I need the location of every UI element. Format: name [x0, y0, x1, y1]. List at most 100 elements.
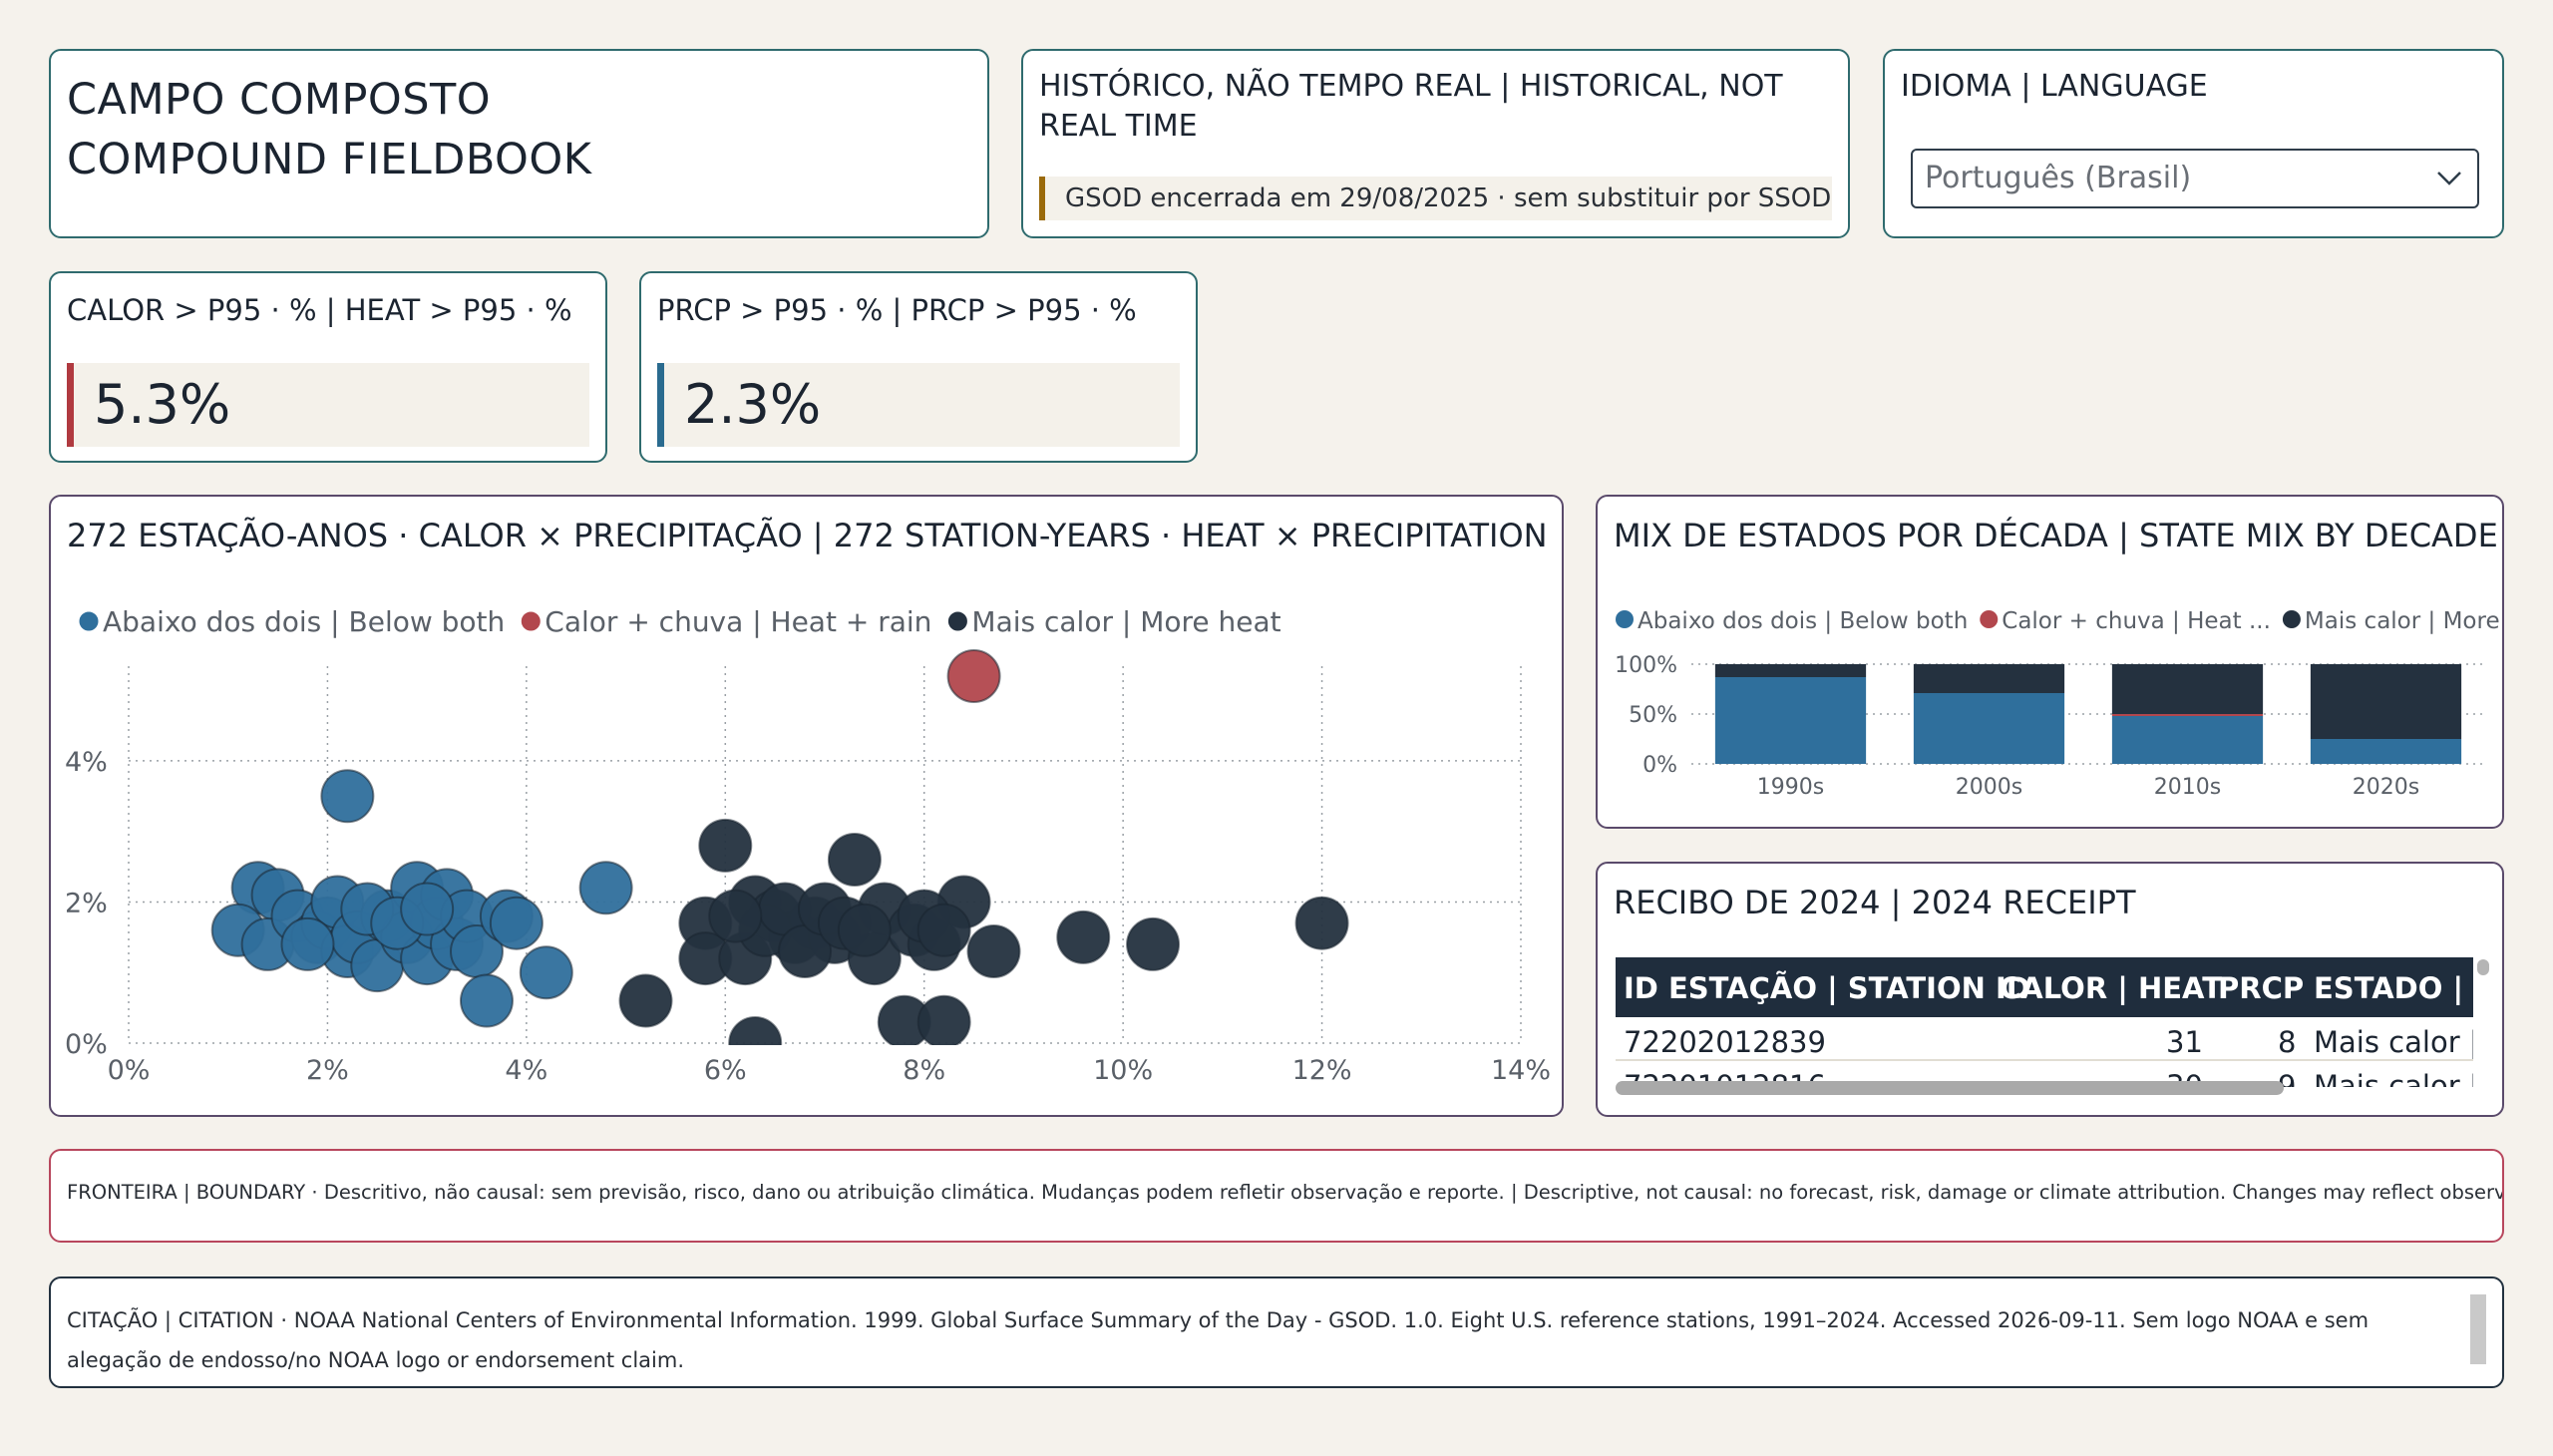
data-point — [578, 861, 633, 915]
data-point — [966, 924, 1021, 978]
data-point — [1056, 910, 1111, 964]
receipt-title: RECIBO DE 2024 | 2024 RECEIPT — [1614, 884, 2136, 921]
x-tick-label: 2010s — [2154, 775, 2221, 800]
legend-label: Abaixo dos dois | Below both — [1638, 608, 1968, 634]
cell-station-id: 72202012839 — [1624, 1025, 1826, 1059]
bar-segment — [1913, 664, 2065, 693]
mix-chart[interactable]: Abaixo dos dois | Below both Calor + chuv… — [1598, 497, 2502, 827]
data-point — [708, 889, 763, 943]
column-header-state[interactable]: ESTADO | STATE — [2314, 971, 2473, 1005]
boundary-text: FRONTEIRA | BOUNDARY · Descritivo, não c… — [67, 1181, 2504, 1204]
legend-label: Mais calor | More heat — [971, 605, 1280, 638]
data-point — [837, 903, 892, 957]
cell-state: Mais calor | More heat — [2314, 1025, 2473, 1059]
column-header-heat[interactable]: CALOR | HEAT — [2000, 971, 2222, 1005]
kpi-heat-value: 5.3% — [67, 363, 589, 447]
chevron-down-icon — [2437, 172, 2461, 185]
data-point — [459, 973, 514, 1028]
x-tick-label: 2000s — [1956, 775, 2022, 800]
y-tick-label: 4% — [65, 747, 108, 778]
x-tick-label: 4% — [505, 1055, 547, 1086]
page-title-line-2: COMPOUND FIELDBOOK — [67, 135, 592, 184]
boundary-card: FRONTEIRA | BOUNDARY · Descritivo, não c… — [49, 1149, 2504, 1243]
language-card: IDIOMA | LANGUAGE Português (Brasil) — [1883, 49, 2504, 238]
data-point — [728, 1016, 783, 1045]
receipt-table[interactable]: ID ESTAÇÃO | STATION ID CALOR | HEAT PRC… — [1616, 957, 2473, 1087]
legend-marker — [78, 610, 100, 632]
x-tick-label: 2020s — [2353, 775, 2419, 800]
x-tick-label: 14% — [1491, 1055, 1551, 1086]
kpi-heat-label: CALOR > P95 · % | HEAT > P95 · % — [67, 293, 572, 327]
data-point — [489, 896, 544, 950]
data-point — [1126, 916, 1181, 971]
citation-card: CITAÇÃO | CITATION · NOAA National Cente… — [49, 1276, 2504, 1388]
mix-chart-title: MIX DE ESTADOS POR DÉCADA | STATE MIX BY… — [1614, 517, 2498, 554]
column-header-station-id[interactable]: ID ESTAÇÃO | STATION ID — [1624, 971, 2030, 1005]
cell-heat: 31 — [2166, 1025, 2203, 1059]
x-tick-label: 12% — [1292, 1055, 1352, 1086]
vertical-scrollbar[interactable] — [2477, 959, 2489, 975]
language-select[interactable]: Português (Brasil) — [1911, 149, 2479, 208]
x-tick-label: 10% — [1093, 1055, 1153, 1086]
bar-segment — [1714, 677, 1867, 764]
legend-marker — [2282, 610, 2301, 628]
legend-label: Calor + chuva | Heat ... — [2002, 608, 2271, 634]
kpi-prcp-card: PRCP > P95 · % | PRCP > P95 · % 2.3% — [639, 271, 1198, 463]
legend-label: Calor + chuva | Heat + rain — [545, 605, 931, 638]
kpi-prcp-value: 2.3% — [657, 363, 1180, 447]
citation-text: CITAÇÃO | CITATION · NOAA National Cente… — [67, 1308, 2370, 1372]
bar-segment — [2111, 664, 2264, 714]
data-point — [618, 973, 673, 1028]
cell-state: Mais calor | More heat — [2314, 1069, 2473, 1087]
scatter-chart-title: 272 ESTAÇÃO-ANOS · CALOR × PRECIPITAÇÃO … — [67, 517, 1548, 554]
bar-segment — [2111, 716, 2264, 764]
legend-marker — [1616, 610, 1634, 628]
mix-chart-card: MIX DE ESTADOS POR DÉCADA | STATE MIX BY… — [1596, 495, 2504, 829]
y-tick-label: 2% — [65, 888, 108, 918]
gsod-status-note: GSOD encerrada em 29/08/2025 · sem subst… — [1039, 177, 1832, 220]
kpi-heat-card: CALOR > P95 · % | HEAT > P95 · % 5.3% — [49, 271, 607, 463]
page-title-line-1: CAMPO COMPOSTO — [67, 75, 492, 125]
language-heading: IDIOMA | LANGUAGE — [1901, 69, 2208, 104]
legend-label: Mais calor | More ... — [2305, 608, 2502, 634]
citation-scrollbar[interactable] — [2470, 1294, 2486, 1364]
kpi-prcp-label: PRCP > P95 · % | PRCP > P95 · % — [657, 293, 1137, 327]
data-point — [946, 649, 1001, 703]
cell-prcp: 8 — [2278, 1025, 2297, 1059]
title-card: CAMPO COMPOSTO COMPOUND FIELDBOOK — [49, 49, 989, 238]
y-tick-label: 0% — [1642, 753, 1677, 778]
data-point — [519, 945, 573, 1000]
bar-segment — [1913, 693, 2065, 764]
cell-prcp: 9 — [2278, 1069, 2297, 1087]
x-tick-label: 2% — [306, 1055, 349, 1086]
data-point — [698, 818, 753, 873]
x-tick-label: 6% — [704, 1055, 747, 1086]
x-tick-label: 8% — [903, 1055, 945, 1086]
receipt-card: RECIBO DE 2024 | 2024 RECEIPT ID ESTAÇÃO… — [1596, 862, 2504, 1117]
x-tick-label: 0% — [108, 1055, 151, 1086]
table-header: ID ESTAÇÃO | STATION ID CALOR | HEAT PRC… — [1616, 957, 2473, 1017]
historical-card: HISTÓRICO, NÃO TEMPO REAL | HISTORICAL, … — [1021, 49, 1850, 238]
historical-heading: HISTÓRICO, NÃO TEMPO REAL | HISTORICAL, … — [1039, 69, 1783, 144]
table-row[interactable]: 72202012839 31 8 Mais calor | More heat — [1616, 1017, 2473, 1061]
bar-segment — [2111, 714, 2264, 716]
bar-segment — [1714, 664, 1867, 677]
horizontal-scrollbar[interactable] — [1616, 1081, 2284, 1095]
scatter-chart-card: 272 ESTAÇÃO-ANOS · CALOR × PRECIPITAÇÃO … — [49, 495, 1564, 1117]
data-point — [320, 769, 375, 824]
data-point — [280, 916, 335, 971]
bar-segment — [2310, 739, 2462, 764]
legend-marker — [1980, 610, 1999, 628]
bar-segment — [2310, 664, 2462, 739]
legend-label: Abaixo dos dois | Below both — [103, 605, 505, 638]
scatter-chart[interactable]: Abaixo dos dois | Below both Calor + chuv… — [51, 497, 1562, 1115]
y-tick-label: 0% — [65, 1029, 108, 1060]
y-tick-label: 100% — [1615, 653, 1677, 678]
language-selected-value: Português (Brasil) — [1925, 161, 2192, 195]
points-layer — [210, 649, 1349, 1045]
column-header-prcp[interactable]: PRCP — [2218, 971, 2305, 1005]
data-point — [1294, 896, 1349, 950]
legend-marker — [946, 610, 968, 632]
data-point — [400, 882, 455, 936]
data-point — [916, 903, 971, 957]
